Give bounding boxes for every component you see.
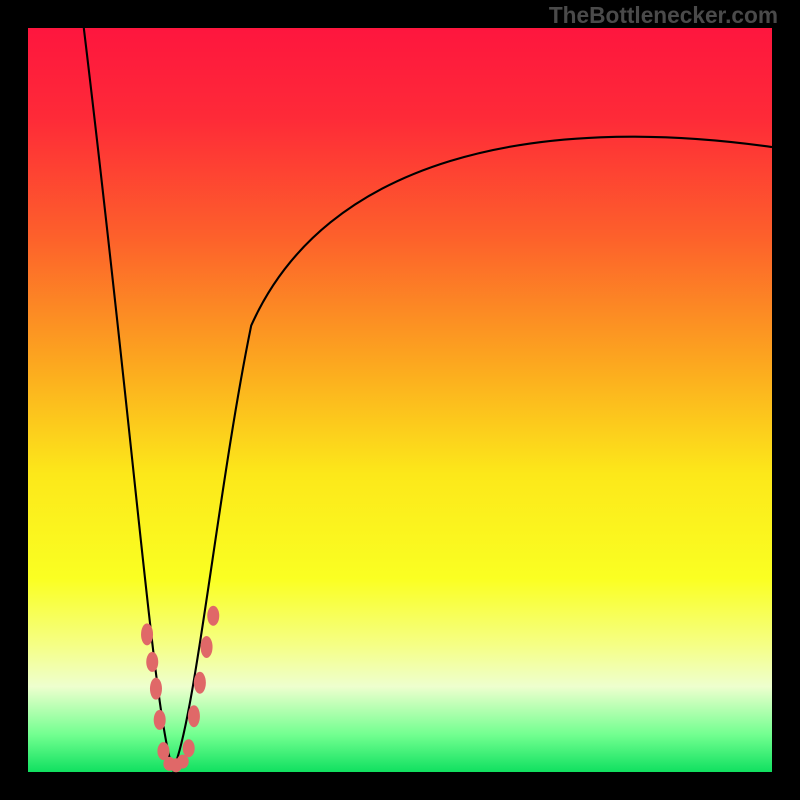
plot-area (28, 28, 772, 772)
curve-marker (183, 739, 195, 757)
curve-marker (154, 710, 166, 730)
curve-marker (146, 652, 158, 672)
curve-marker (201, 636, 213, 658)
bottleneck-curve (84, 28, 772, 770)
watermark-text: TheBottlenecker.com (549, 2, 778, 29)
curve-marker (207, 606, 219, 626)
curve-marker (141, 623, 153, 645)
curve-marker (150, 678, 162, 700)
curve-marker (194, 672, 206, 694)
curve-overlay (28, 28, 772, 772)
chart-frame: TheBottlenecker.com (0, 0, 800, 800)
curve-marker (188, 705, 200, 727)
